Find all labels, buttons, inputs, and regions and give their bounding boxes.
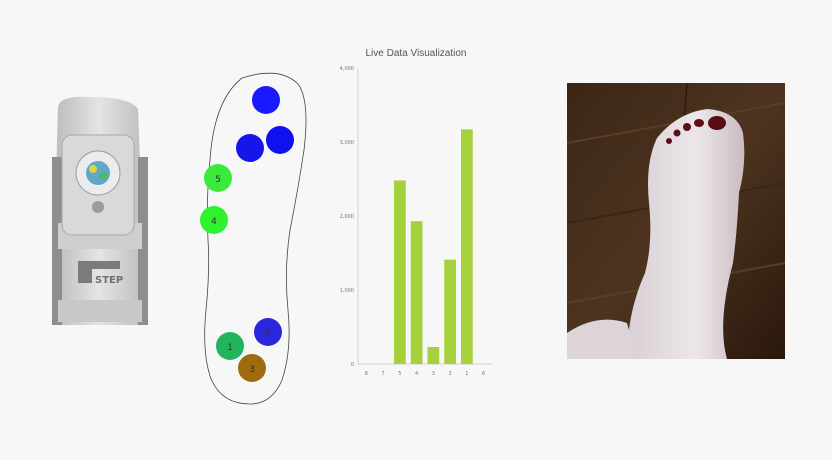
x-tick-label: 2 — [449, 371, 452, 377]
insole-pressure-map: 5 4 1 2 3 — [200, 70, 310, 406]
y-tick-label: 0 — [351, 362, 354, 368]
sensor-dot — [204, 164, 232, 192]
live-data-chart: Live Data Visualization 0 1,000 2,000 3,000… — [332, 44, 500, 384]
x-tick-label: 4 — [415, 371, 418, 377]
bar-3 — [427, 346, 440, 364]
pressure-sensor — [236, 134, 264, 162]
pressure-sensor: 1 — [216, 332, 244, 360]
y-tick-label: 1,000 — [340, 288, 354, 294]
pressure-sensor: 2 — [254, 318, 282, 346]
foot-camera-image — [567, 83, 785, 359]
sensor-label: 3 — [249, 365, 255, 375]
sensor-label: 4 — [211, 217, 217, 227]
sensor-dot — [238, 354, 266, 382]
sensor-dot — [252, 86, 280, 114]
bar-1 — [461, 129, 473, 364]
x-tick-label: 7 — [382, 371, 385, 377]
pressure-sensor: 4 — [200, 206, 228, 234]
pressure-sensor — [252, 86, 280, 114]
sensor-dot — [254, 318, 282, 346]
pressure-sensor: 5 — [204, 164, 232, 192]
y-tick-label: 4,000 — [340, 66, 354, 72]
x-tick-label: 6 — [482, 371, 485, 377]
boot-device-image: STEP — [50, 95, 150, 325]
bar-4 — [410, 221, 423, 364]
sensor-dot — [266, 126, 294, 154]
chart-title: Live Data Visualization — [365, 48, 467, 59]
insole-outline: 5 4 1 2 3 — [200, 72, 307, 405]
sensor-dot — [216, 332, 244, 360]
sensor-label: 2 — [265, 329, 271, 339]
pressure-sensor: 3 — [238, 354, 266, 382]
bar-5 — [394, 180, 406, 364]
bar-2 — [444, 259, 456, 364]
y-tick-label: 2,000 — [340, 214, 354, 220]
pressure-sensor — [266, 126, 294, 154]
sensor-dot — [200, 206, 228, 234]
sensor-label: 5 — [215, 175, 221, 185]
brand-text: STEP — [95, 275, 123, 286]
boot-illustration: STEP — [52, 96, 148, 325]
x-tick-label: 3 — [432, 371, 435, 377]
x-tick-label: 8 — [365, 371, 368, 377]
foot-photo-illustration — [567, 83, 785, 359]
x-tick-label: 5 — [398, 371, 401, 377]
sensor-dot — [236, 134, 264, 162]
y-tick-label: 3,000 — [340, 140, 354, 146]
bar-chart: 0 1,000 2,000 3,000 4,000 8 7 5 4 3 2 1 6 — [340, 66, 492, 377]
sensor-label: 1 — [227, 343, 233, 353]
x-tick-label: 1 — [465, 371, 468, 377]
